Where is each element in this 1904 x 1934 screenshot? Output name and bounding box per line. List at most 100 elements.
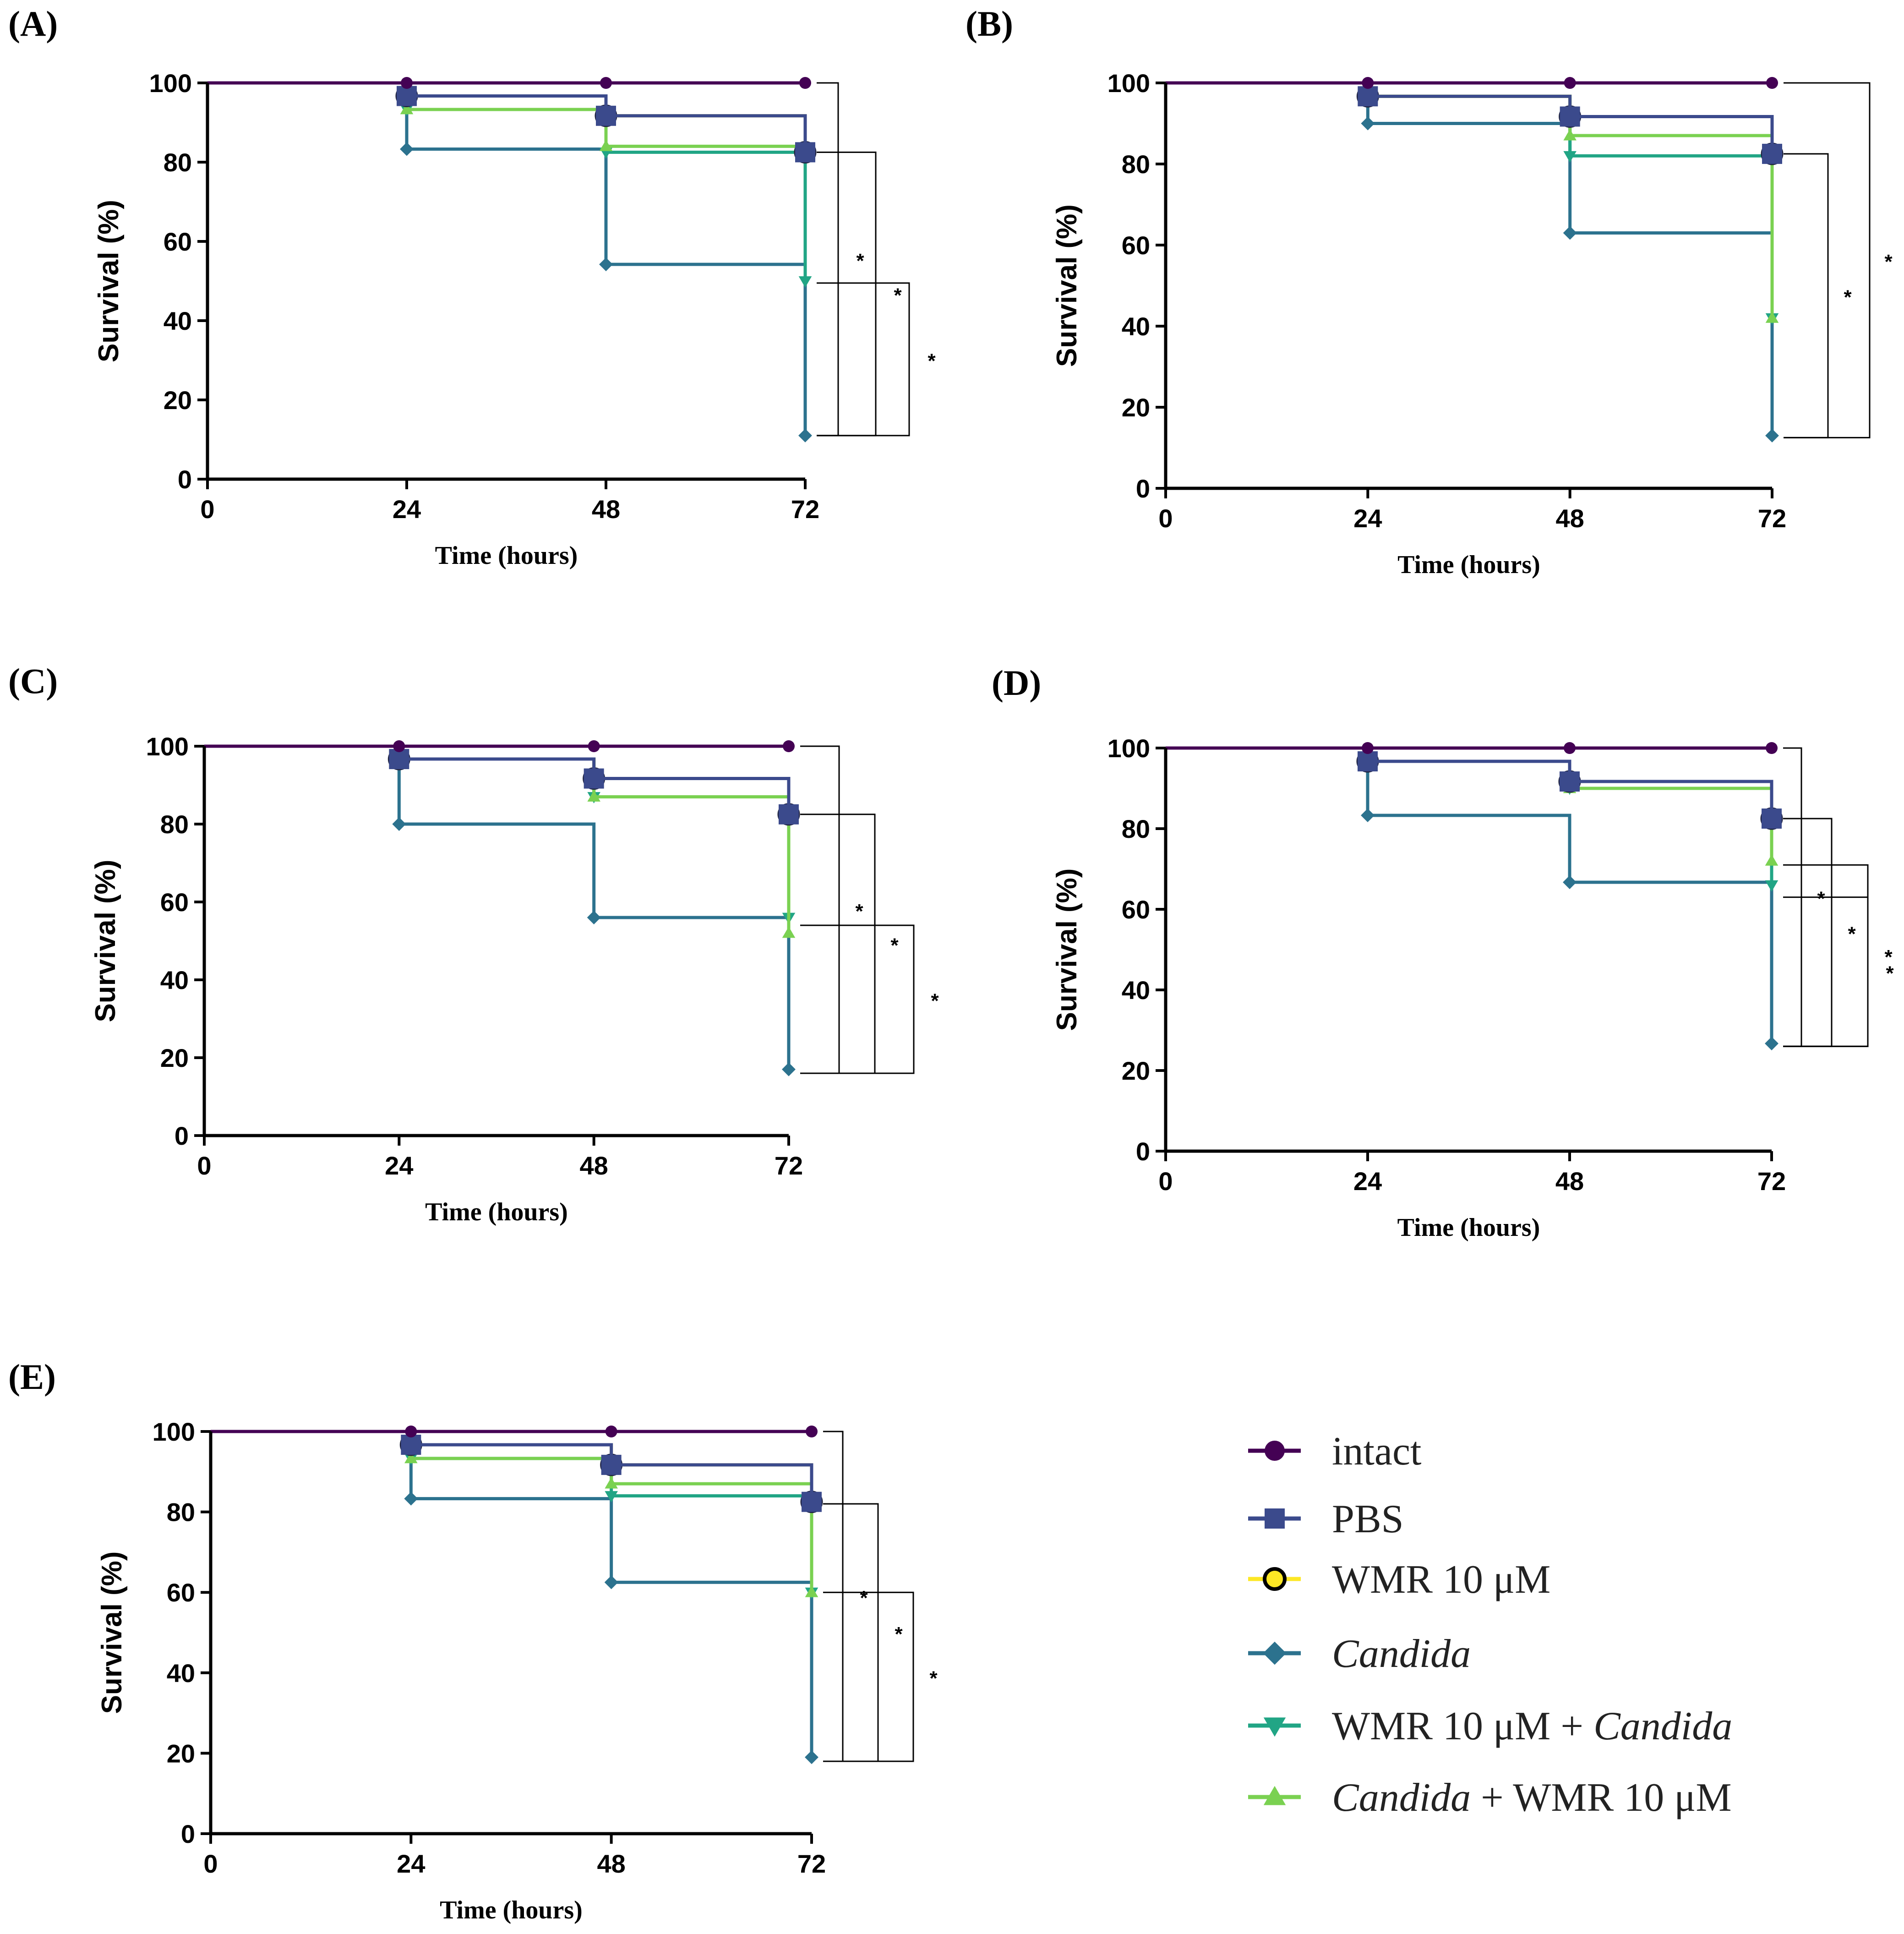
data-point-pbs [1762, 143, 1782, 164]
data-point-pbs [601, 1454, 622, 1475]
legend-label: Candida + WMR 10 μM [1332, 1776, 1732, 1820]
significance-bracket [1783, 896, 1869, 1047]
data-point-candida [400, 142, 414, 156]
chart-panel-d: (D) 0 20 40 60 80 100 0 24 48 72 Survival (%) Time (… [992, 663, 1894, 1242]
chart-panel-e: (E) 0 20 40 60 80 100 0 24 48 72 Survival (%) Time (… [8, 1357, 938, 1924]
legend-marker [1265, 1508, 1285, 1529]
data-point-candida_wmr [605, 1477, 618, 1489]
legend-label-suffix: + WMR 10 μM [1471, 1776, 1731, 1820]
panel-letter: (C) [8, 661, 58, 701]
legend-item-wmr_candida: WMR 10 μM + Candida [1248, 1704, 1732, 1748]
y-tick-label: 100 [149, 69, 192, 98]
y-tick-label: 20 [1122, 393, 1150, 422]
y-tick-label: 40 [167, 1659, 195, 1688]
legend-label-italic: Candida [1593, 1704, 1732, 1748]
data-point-candida_wmr [1765, 311, 1779, 323]
data-point-intact [799, 77, 811, 89]
x-tick-label: 0 [1158, 1167, 1173, 1196]
y-tick-label: 20 [1122, 1056, 1150, 1085]
x-tick-label: 72 [791, 495, 819, 524]
legend-item-intact: intact [1248, 1429, 1421, 1474]
y-tick-label: 100 [1107, 69, 1150, 98]
significance-star: * [860, 1587, 868, 1609]
data-point-pbs [397, 86, 417, 106]
significance-star: * [1884, 251, 1893, 273]
significance-star: * [1884, 946, 1893, 968]
y-tick-label: 40 [164, 306, 192, 335]
significance-star: * [1886, 962, 1894, 984]
data-point-wmr_candida [798, 276, 812, 288]
data-point-candida [1765, 429, 1779, 443]
data-point-candida [805, 1750, 818, 1765]
data-point-intact [806, 1426, 818, 1437]
data-point-candida [798, 428, 812, 443]
data-point-candida [404, 1491, 418, 1506]
legend-label: intact [1332, 1429, 1421, 1474]
data-point-pbs [1560, 771, 1580, 792]
data-point-intact [1766, 742, 1778, 754]
panel-letter: (D) [992, 663, 1041, 703]
legend-item-candida_wmr: Candida + WMR 10 μM [1248, 1776, 1732, 1820]
significance-star: * [1844, 286, 1852, 309]
x-tick-label: 0 [200, 495, 214, 524]
y-tick-label: 20 [160, 1043, 189, 1072]
data-point-intact [600, 77, 612, 89]
significance-star: * [929, 1667, 938, 1690]
data-point-pbs [1762, 809, 1782, 829]
legend-label: WMR 10 μM [1332, 1557, 1550, 1602]
data-point-candida [1361, 809, 1375, 822]
x-tick-label: 48 [597, 1849, 626, 1878]
data-point-candida_wmr [1563, 129, 1577, 141]
x-tick-label: 24 [393, 495, 421, 524]
legend-marker [1265, 1441, 1285, 1461]
x-tick-label: 24 [397, 1849, 425, 1878]
data-point-intact [1766, 77, 1778, 89]
y-tick-label: 40 [160, 966, 189, 994]
y-axis-title: Survival (%) [90, 860, 121, 1022]
y-tick-label: 80 [164, 148, 192, 177]
x-tick-label: 0 [1158, 504, 1173, 533]
x-tick-label: 48 [580, 1151, 608, 1180]
legend-label: PBS [1332, 1497, 1404, 1541]
data-point-intact [1564, 77, 1576, 89]
significance-bracket [823, 1591, 914, 1762]
data-point-candida_wmr [782, 926, 796, 938]
data-point-candida [587, 911, 601, 924]
data-point-candida_wmr [587, 790, 600, 802]
legend-item-wmr: WMR 10 μM [1248, 1557, 1550, 1602]
legend-label-prefix: WMR 10 μM + [1332, 1704, 1593, 1748]
data-point-pbs [596, 105, 616, 126]
x-tick-label: 24 [1353, 504, 1382, 533]
y-tick-label: 0 [1136, 1137, 1150, 1166]
data-point-pbs [401, 1434, 421, 1455]
significance-star: * [855, 900, 863, 923]
data-point-intact [401, 77, 413, 89]
legend-label-italic: Candida [1332, 1776, 1471, 1820]
significance-bracket [1784, 82, 1871, 438]
significance-star: * [895, 1623, 903, 1645]
data-point-candida [599, 257, 613, 272]
legend-label-italic: Candida [1332, 1632, 1471, 1676]
data-point-intact [588, 740, 600, 752]
data-point-candida_wmr [400, 103, 414, 115]
y-axis-title: Survival (%) [93, 200, 125, 362]
panel-letter: (E) [8, 1357, 56, 1397]
data-point-pbs [584, 768, 604, 789]
y-tick-label: 40 [1122, 976, 1150, 1005]
x-tick-label: 24 [385, 1151, 413, 1180]
x-axis-title: Time (hours) [435, 541, 578, 570]
y-tick-label: 0 [181, 1819, 195, 1848]
chart-panel-c: (C) 0 20 40 60 80 100 0 24 48 72 Survival (%) Time (… [8, 661, 939, 1226]
data-point-intact [1362, 742, 1374, 754]
y-tick-label: 60 [164, 227, 192, 256]
chart-panel-b: (B) 0 20 40 60 80 100 0 24 48 72 Survival (%) Time (… [966, 4, 1893, 579]
data-point-pbs [1560, 106, 1580, 127]
significance-star: * [856, 250, 864, 272]
x-tick-label: 72 [1757, 1167, 1786, 1196]
data-point-pbs [795, 142, 815, 163]
y-tick-label: 100 [1107, 734, 1150, 763]
data-point-wmr_candida [1765, 880, 1779, 892]
legend-marker [1263, 1641, 1287, 1665]
y-tick-label: 60 [1122, 231, 1150, 260]
x-tick-label: 48 [592, 495, 620, 524]
